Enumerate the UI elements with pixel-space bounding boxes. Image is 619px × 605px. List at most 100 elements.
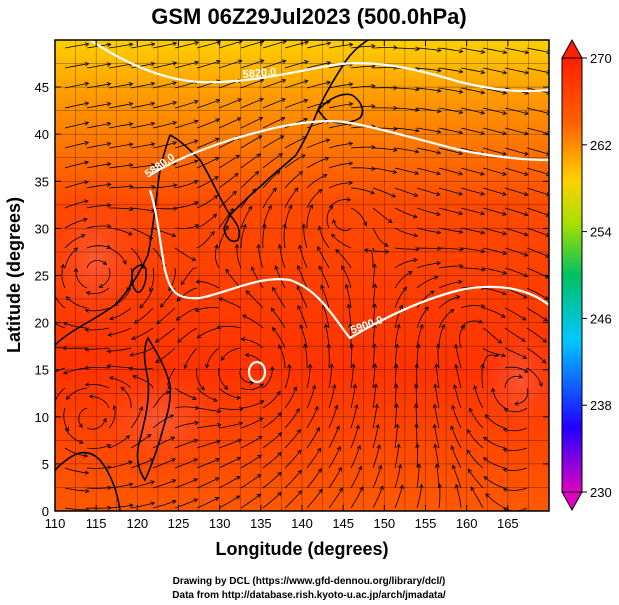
- streamline: [306, 364, 311, 389]
- streamline-arrow: [436, 230, 442, 235]
- streamline: [328, 123, 353, 129]
- streamline: [130, 434, 152, 449]
- streamline: [482, 107, 507, 115]
- streamline: [258, 244, 264, 269]
- streamline: [262, 135, 284, 149]
- streamline-arrow: [107, 203, 112, 208]
- streamline-arrow: [437, 483, 443, 488]
- streamline-arrow: [434, 363, 439, 368]
- streamline-arrow: [329, 363, 334, 368]
- streamline: [174, 61, 199, 69]
- lat-tick-label: 30: [35, 221, 49, 236]
- streamline: [526, 67, 549, 74]
- streamline: [278, 344, 286, 369]
- streamline: [108, 327, 132, 336]
- streamline-arrow: [483, 476, 489, 481]
- streamline-arrow: [502, 90, 508, 95]
- lat-tick-label: 0: [42, 504, 49, 519]
- streamline: [240, 435, 263, 449]
- streamline-arrow: [541, 359, 547, 364]
- streamline-arrow: [523, 368, 529, 373]
- streamline: [240, 60, 264, 69]
- streamline-arrow: [218, 297, 224, 302]
- streamline: [240, 98, 264, 109]
- streamline-arrow: [128, 42, 134, 47]
- streamline-arrow: [276, 390, 281, 396]
- streamline-arrow: [128, 503, 134, 508]
- streamline: [503, 447, 528, 451]
- streamline: [434, 444, 440, 469]
- streamline-arrow: [256, 493, 262, 498]
- streamline: [240, 400, 264, 409]
- streamline: [416, 167, 441, 175]
- streamline-arrow: [436, 260, 442, 266]
- x-axis-label: Longitude (degrees): [215, 539, 388, 559]
- streamline-arrow: [393, 45, 398, 50]
- streamline-arrow: [106, 465, 112, 470]
- streamline: [64, 122, 89, 129]
- warm-spot-west: [55, 180, 155, 340]
- streamline-arrow: [128, 142, 134, 147]
- streamline: [372, 424, 379, 449]
- streamline: [526, 147, 549, 155]
- streamline: [108, 247, 127, 265]
- streamline: [416, 484, 422, 509]
- streamline: [196, 176, 219, 189]
- streamline-arrow: [521, 316, 527, 321]
- streamline-arrow: [436, 108, 442, 114]
- streamline: [394, 286, 407, 309]
- streamline-arrow: [354, 403, 359, 409]
- streamline-arrow: [502, 270, 508, 275]
- streamline-arrow: [128, 101, 134, 107]
- streamline: [436, 464, 440, 489]
- streamline: [372, 147, 397, 151]
- streamline-arrow: [372, 283, 378, 288]
- streamline-arrow: [436, 211, 441, 217]
- streamline-arrow: [436, 68, 442, 73]
- streamline: [284, 386, 297, 409]
- streamline: [218, 367, 228, 390]
- streamline: [416, 107, 441, 113]
- lon-tick-label: 135: [250, 516, 272, 531]
- streamline-arrow: [303, 343, 308, 349]
- streamline-arrow: [296, 265, 302, 270]
- streamline: [64, 507, 89, 511]
- streamline-arrow: [480, 90, 486, 95]
- streamline-arrow: [259, 59, 265, 64]
- streamline-arrow: [132, 374, 137, 380]
- streamline: [85, 307, 110, 312]
- streamline: [394, 107, 419, 111]
- streamline: [297, 265, 308, 289]
- streamline-arrow: [112, 404, 117, 410]
- streamline-arrow: [193, 498, 199, 503]
- streamline: [526, 227, 549, 237]
- streamline-arrow: [84, 470, 90, 475]
- streamline: [240, 224, 246, 249]
- streamline-arrow: [326, 343, 332, 348]
- streamline: [196, 118, 220, 129]
- streamline-arrow: [331, 383, 337, 389]
- streamline-arrow: [436, 47, 442, 53]
- streamline-arrow: [315, 426, 320, 432]
- streamline: [416, 262, 441, 269]
- streamline-arrow: [303, 117, 308, 123]
- streamline-arrow: [394, 403, 399, 408]
- streamline-arrow: [429, 290, 435, 295]
- streamline: [460, 167, 485, 175]
- streamline-arrow: [151, 184, 156, 190]
- streamline: [152, 82, 177, 89]
- streamline-arrow: [458, 109, 464, 115]
- streamline: [262, 153, 283, 169]
- streamline-arrow: [232, 190, 237, 196]
- streamline: [504, 127, 529, 135]
- streamline-arrow: [480, 363, 485, 368]
- streamline: [240, 79, 264, 89]
- streamline-arrow: [396, 323, 401, 329]
- streamline: [174, 224, 199, 229]
- streamline-arrow: [128, 122, 134, 127]
- streamline-arrow: [458, 130, 464, 135]
- streamline: [139, 287, 154, 309]
- streamline-arrow: [278, 344, 283, 350]
- streamline: [218, 208, 234, 229]
- streamline: [176, 307, 198, 321]
